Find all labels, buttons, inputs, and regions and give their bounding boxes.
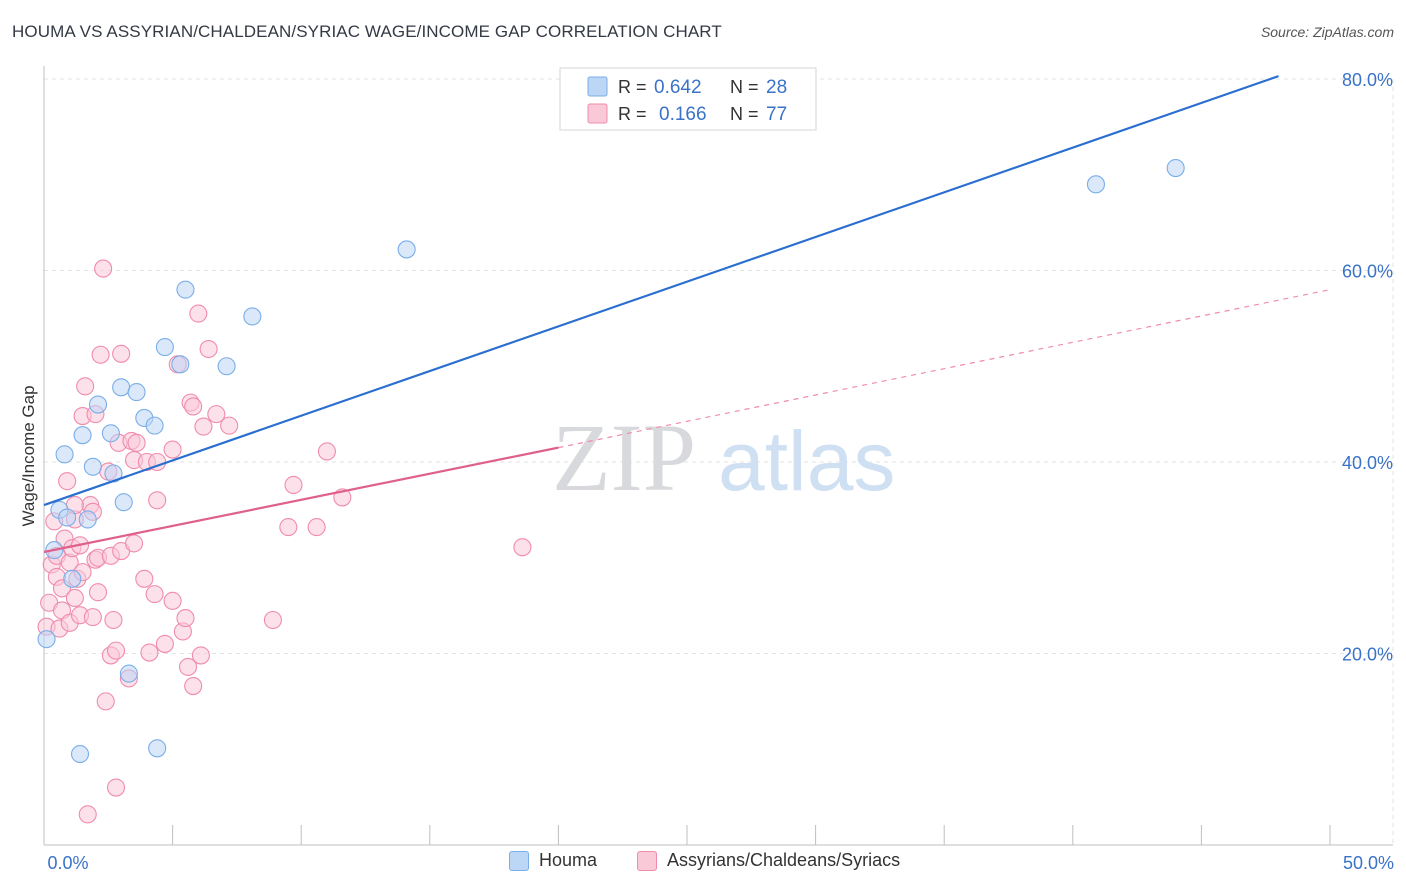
assyrian-point <box>83 608 102 627</box>
legend-item-houma: Houma <box>509 850 597 871</box>
houma-point <box>70 744 90 764</box>
legend-n-label-houma: N = <box>730 77 759 97</box>
y-tick-label: 80.0% <box>1342 70 1393 90</box>
legend-n-value-assyrian: 77 <box>766 104 787 125</box>
houma-point <box>145 416 164 435</box>
chart-title: HOUMA VS ASSYRIAN/CHALDEAN/SYRIAC WAGE/I… <box>12 22 722 41</box>
houma-point <box>155 338 174 357</box>
assyrian-point <box>163 591 182 610</box>
assyrian-point <box>96 692 115 711</box>
y-axis-label: Wage/Income Gap <box>19 385 38 526</box>
houma-point <box>112 378 131 397</box>
legend-bottom: Houma Assyrians/Chaldeans/Syriacs <box>0 850 1406 880</box>
assyrian-point <box>184 397 203 416</box>
assyrian-trend-line <box>43 446 559 554</box>
source-label: Source: ZipAtlas.com <box>1260 24 1394 40</box>
houma-point <box>148 739 167 758</box>
assyrian-point <box>279 518 298 537</box>
assyrian-point <box>263 610 282 630</box>
legend-item-assyrian: Assyrians/Chaldeans/Syriacs <box>637 850 900 871</box>
assyrian-point <box>317 442 336 461</box>
assyrian-point <box>78 805 97 824</box>
assyrian-point <box>112 344 131 363</box>
legend-r-value-houma: 0.642 <box>654 77 702 98</box>
houma-point <box>73 426 92 445</box>
legend-r-value-assyrian: 0.166 <box>659 104 707 125</box>
assyrian-point <box>88 583 108 602</box>
assyrian-point <box>106 778 126 797</box>
assyrian-point <box>178 657 198 676</box>
assyrian-point <box>176 609 195 628</box>
assyrian-point <box>135 569 154 588</box>
assyrian-point <box>189 304 208 323</box>
y-tick-label: 20.0% <box>1342 645 1393 665</box>
assyrian-trend-extension <box>558 289 1331 449</box>
houma-trend-line <box>43 75 1279 507</box>
assyrian-point <box>307 518 326 537</box>
x-tick-min: 0.0% <box>47 853 88 873</box>
assyrian-point <box>145 585 164 604</box>
assyrian-point <box>104 610 123 630</box>
legend-swatch-houma-bottom <box>509 850 529 871</box>
assyrian-point <box>191 646 210 665</box>
assyrian-point <box>65 588 84 608</box>
legend-swatch-assyrian <box>587 103 608 124</box>
assyrian-point <box>124 534 144 553</box>
assyrian-point <box>106 641 126 660</box>
legend-r-label-houma: R = <box>618 77 647 97</box>
legend-top: R = 0.642 N = 28 R = 0.166 N = 77 <box>559 67 817 131</box>
data-points <box>37 158 1185 824</box>
legend-label-houma: Houma <box>539 850 598 870</box>
houma-point <box>83 457 102 476</box>
houma-point <box>176 280 195 299</box>
watermark-zip: ZIP <box>552 404 696 511</box>
y-tick-label: 40.0% <box>1342 453 1393 473</box>
houma-point <box>63 569 82 588</box>
houma-point <box>88 395 108 414</box>
legend-swatch-houma <box>587 76 608 97</box>
assyrian-point <box>220 416 239 435</box>
houma-point <box>55 445 74 464</box>
assyrian-point <box>148 491 167 510</box>
x-tick-max: 50.0% <box>1343 853 1394 873</box>
houma-point <box>58 508 77 527</box>
houma-point <box>397 240 416 259</box>
y-tick-label: 60.0% <box>1342 262 1393 282</box>
houma-point <box>171 355 190 374</box>
assyrian-point <box>194 417 213 436</box>
legend-n-value-houma: 28 <box>766 77 787 98</box>
houma-point <box>78 510 97 529</box>
houma-point <box>243 307 262 326</box>
assyrian-point <box>155 634 174 653</box>
houma-point <box>1166 158 1185 178</box>
houma-point <box>127 383 146 402</box>
legend-label-assyrian: Assyrians/Chaldeans/Syriacs <box>667 850 901 870</box>
assyrian-point <box>207 405 226 424</box>
houma-point <box>119 664 138 683</box>
assyrian-point <box>163 440 182 459</box>
assyrian-point <box>94 259 113 278</box>
trend-lines <box>43 75 1331 554</box>
axes <box>43 66 1393 846</box>
assyrian-point <box>76 377 95 396</box>
houma-point <box>101 424 120 443</box>
y-tick-labels: 20.0% 40.0% 60.0% 80.0% <box>1342 70 1393 665</box>
assyrian-point <box>284 475 303 495</box>
legend-r-label-assyrian: R = <box>618 104 647 124</box>
watermark-atlas: atlas <box>718 414 895 508</box>
assyrian-point <box>140 643 159 662</box>
assyrian-point <box>91 345 110 364</box>
legend-n-label-assyrian: N = <box>730 104 759 124</box>
assyrian-point <box>127 433 146 452</box>
assyrian-point <box>199 339 218 359</box>
houma-point <box>1086 175 1105 194</box>
houma-point <box>114 493 133 512</box>
assyrian-point <box>58 472 77 491</box>
legend-swatch-assyrian-bottom <box>637 850 657 871</box>
assyrian-point <box>184 677 203 696</box>
assyrian-point <box>513 538 532 557</box>
houma-point <box>37 630 56 649</box>
houma-point <box>217 357 236 376</box>
